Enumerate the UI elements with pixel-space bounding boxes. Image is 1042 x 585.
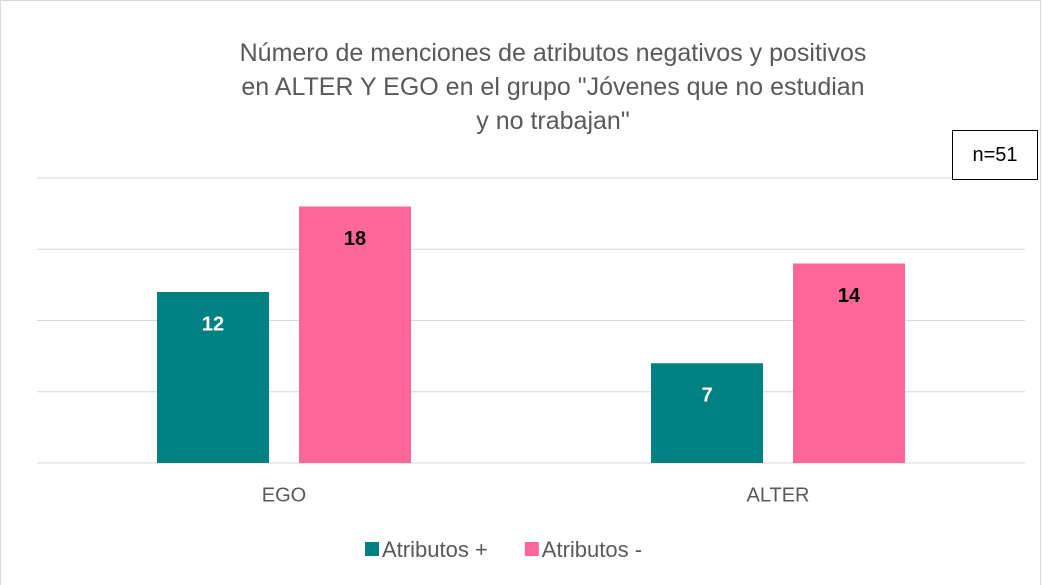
legend-swatch xyxy=(365,542,379,556)
data-label: 7 xyxy=(701,385,712,407)
x-tick-label: ALTER xyxy=(747,484,810,506)
annotation: n=51 xyxy=(952,130,1038,180)
bar xyxy=(651,363,763,463)
data-label: 14 xyxy=(838,285,861,307)
legend-label: Atributos - xyxy=(542,537,642,562)
bar xyxy=(793,263,905,463)
bar xyxy=(157,292,269,463)
chart-title: Número de menciones de atributos negativ… xyxy=(239,39,867,135)
x-tick-label: EGO xyxy=(262,484,306,506)
bar xyxy=(299,206,411,463)
legend-label: Atributos + xyxy=(382,537,488,562)
data-label: 18 xyxy=(344,228,366,250)
data-label: 12 xyxy=(202,313,224,335)
legend-swatch xyxy=(524,542,539,556)
